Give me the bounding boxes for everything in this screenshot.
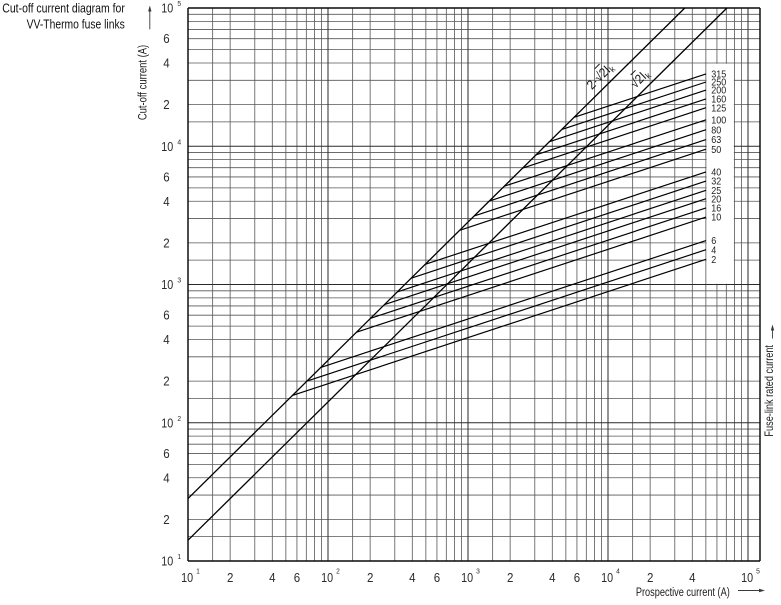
svg-text:10: 10 [161, 139, 173, 154]
svg-text:VV-Thermo fuse links: VV-Thermo fuse links [27, 17, 125, 31]
svg-text:1: 1 [177, 553, 181, 561]
svg-text:Cut-off current diagram for: Cut-off current diagram for [2, 0, 125, 15]
svg-text:4: 4 [549, 570, 556, 585]
svg-text:2: 2 [336, 567, 340, 575]
svg-text:2: 2 [367, 570, 374, 585]
svg-text:2: 2 [227, 570, 234, 585]
svg-text:315: 315 [711, 69, 726, 81]
svg-text:4: 4 [269, 570, 276, 585]
svg-text:4: 4 [163, 56, 170, 71]
svg-text:160: 160 [711, 94, 726, 106]
svg-text:4: 4 [177, 138, 181, 146]
svg-text:6: 6 [163, 308, 170, 323]
svg-text:10: 10 [741, 570, 753, 585]
svg-text:6: 6 [163, 170, 170, 185]
svg-text:40: 40 [711, 167, 721, 179]
svg-text:6: 6 [163, 32, 170, 47]
svg-text:4: 4 [689, 570, 696, 585]
svg-text:2: 2 [163, 236, 170, 251]
svg-text:Prospective current (A): Prospective current (A) [636, 586, 730, 600]
svg-text:3: 3 [177, 276, 181, 284]
svg-text:10: 10 [161, 554, 173, 569]
svg-text:4: 4 [163, 194, 170, 209]
svg-text:10: 10 [711, 212, 721, 224]
svg-text:10: 10 [161, 1, 173, 16]
svg-text:5: 5 [177, 0, 181, 8]
svg-text:10: 10 [161, 277, 173, 292]
svg-text:250: 250 [711, 77, 726, 89]
svg-text:4: 4 [163, 471, 170, 486]
svg-text:2: 2 [711, 254, 716, 266]
svg-text:6: 6 [294, 570, 301, 585]
svg-text:10: 10 [321, 570, 333, 585]
svg-text:4: 4 [163, 332, 170, 347]
svg-text:32: 32 [711, 176, 721, 188]
svg-text:6: 6 [711, 236, 716, 248]
svg-text:6: 6 [163, 446, 170, 461]
svg-text:Cut-off current (A): Cut-off current (A) [136, 45, 149, 120]
svg-text:200: 200 [711, 85, 726, 97]
svg-text:6: 6 [434, 570, 441, 585]
svg-text:1: 1 [196, 567, 200, 575]
svg-text:2: 2 [163, 374, 170, 389]
svg-text:2: 2 [507, 570, 514, 585]
svg-text:100: 100 [711, 115, 726, 127]
svg-text:4: 4 [711, 245, 716, 257]
svg-text:63: 63 [711, 135, 721, 147]
svg-text:6: 6 [574, 570, 581, 585]
svg-text:2: 2 [647, 570, 654, 585]
svg-text:16: 16 [711, 203, 721, 215]
svg-text:3: 3 [476, 567, 480, 575]
svg-text:4: 4 [616, 567, 620, 575]
svg-text:10: 10 [181, 570, 193, 585]
svg-text:10: 10 [161, 415, 173, 430]
svg-text:10: 10 [601, 570, 613, 585]
svg-text:2: 2 [177, 414, 181, 422]
svg-text:5: 5 [756, 567, 760, 575]
svg-text:80: 80 [711, 125, 721, 137]
svg-text:2: 2 [163, 98, 170, 113]
svg-text:4: 4 [409, 570, 416, 585]
svg-text:2: 2 [163, 512, 170, 527]
svg-text:25: 25 [711, 185, 721, 197]
svg-text:20: 20 [711, 194, 721, 206]
svg-text:50: 50 [711, 144, 721, 156]
svg-text:10: 10 [461, 570, 473, 585]
svg-text:125: 125 [711, 103, 726, 115]
svg-text:Fuse-link rated current: Fuse-link rated current [764, 345, 776, 437]
